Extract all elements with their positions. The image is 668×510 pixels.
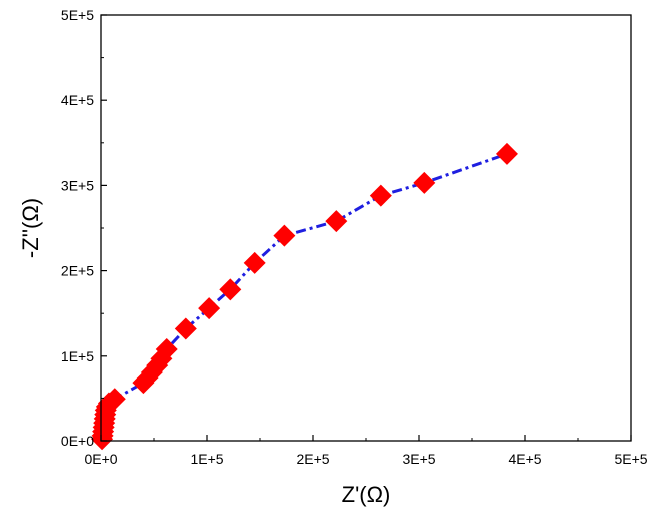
y-tick-label: 4E+5 [61,92,94,108]
plot-area-frame [100,14,632,442]
x-tick-label: 4E+5 [508,451,541,467]
data-point-diamond [369,184,392,207]
y-tick-label: 0E+0 [61,433,94,449]
data-point-diamond [273,224,296,247]
y-tick-label: 2E+5 [61,263,94,279]
y-axis: 0E+0 1E+5 2E+5 3E+5 4E+5 5E+5 [61,7,107,449]
data-point-diamond [198,297,221,320]
x-tick-label: 3E+5 [402,451,435,467]
series-line [100,152,508,440]
x-tick-label: 2E+5 [296,451,329,467]
series-layer [91,142,518,451]
data-point-diamond [219,278,242,301]
x-tick-label: 5E+5 [614,451,647,467]
data-point-diamond [103,388,126,411]
x-axis: 0E+0 1E+5 2E+5 3E+5 4E+5 5E+5 [84,435,648,467]
y-tick-label: 5E+5 [61,7,94,23]
data-point-diamond [174,317,197,340]
data-point-diamond [243,251,266,274]
x-tick-label: 1E+5 [190,451,223,467]
data-point-diamond [413,171,436,194]
y-axis-title: -Z''(Ω) [18,198,43,258]
y-tick-label: 3E+5 [61,177,94,193]
x-tick-label: 0E+0 [84,451,117,467]
x-axis-title: Z'(Ω) [342,482,391,507]
data-point-diamond [495,142,518,165]
data-point-diamond [325,210,348,233]
y-tick-label: 1E+5 [61,348,94,364]
data-point-diamond [155,337,178,360]
